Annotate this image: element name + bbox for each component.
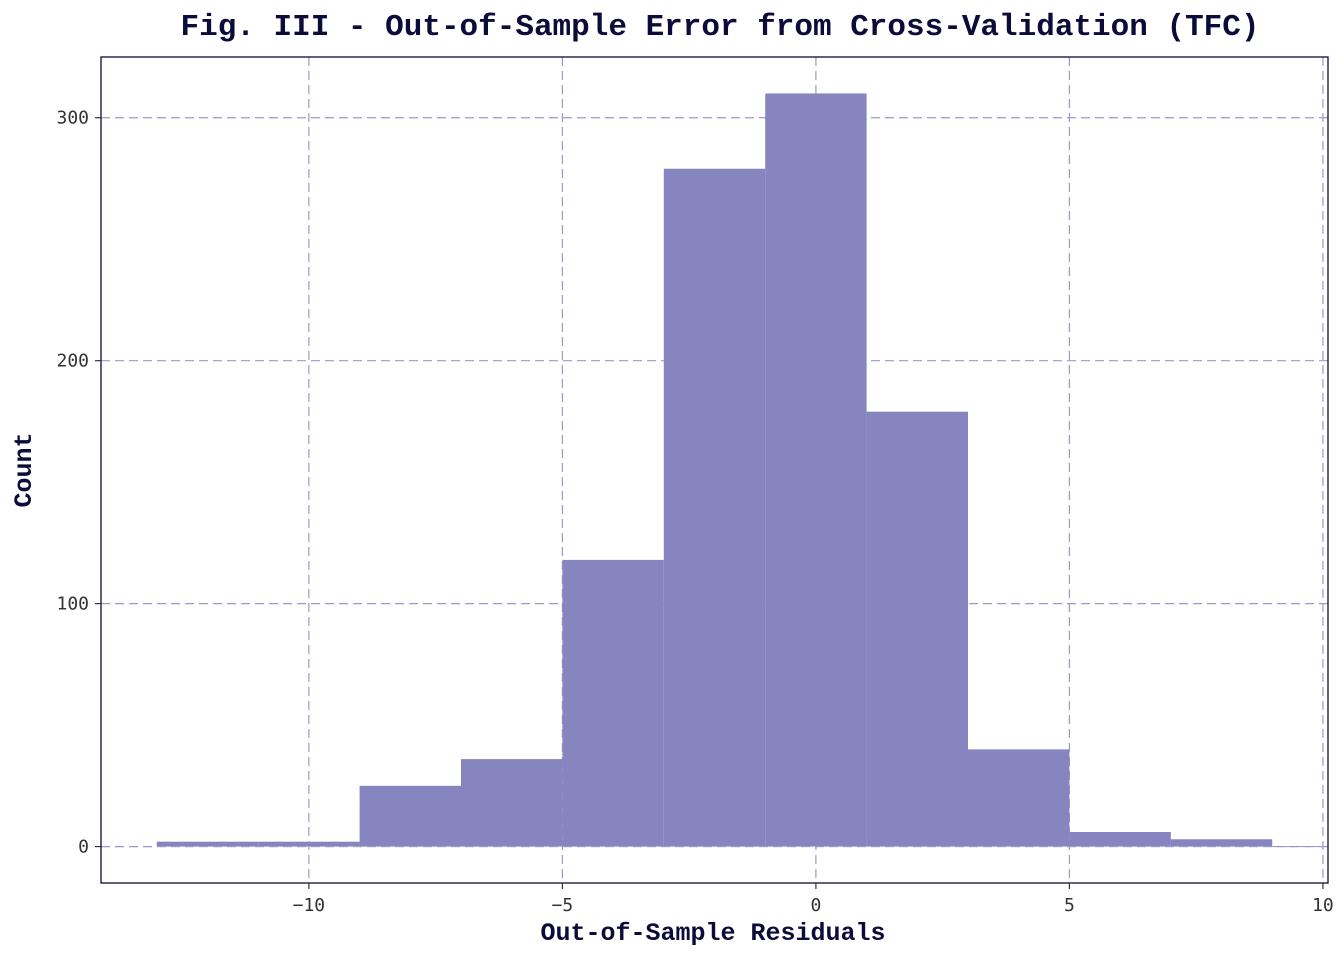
histogram-bars	[156, 93, 1273, 847]
histogram-bar	[765, 93, 867, 847]
y-axis-label: Count	[10, 432, 39, 507]
histogram-bar	[156, 841, 259, 847]
y-tick-label: 300	[56, 108, 89, 129]
x-tick-label: 10	[1312, 895, 1334, 916]
histogram-bar	[1170, 839, 1273, 847]
plot-panel-border	[100, 56, 1329, 884]
x-axis-label: Out-of-Sample Residuals	[540, 919, 885, 948]
x-tick-label: −10	[293, 895, 326, 916]
y-axis-ticks: 0 100 200 300	[56, 108, 101, 858]
histogram-bar	[866, 411, 969, 847]
histogram-bar	[1069, 831, 1171, 847]
y-tick-label: 0	[78, 837, 89, 858]
histogram-bar	[460, 759, 563, 847]
x-tick-label: −5	[552, 895, 574, 916]
y-tick-label: 100	[56, 594, 89, 615]
histogram-bar	[359, 785, 461, 847]
x-tick-label: 5	[1064, 895, 1075, 916]
histogram-bar	[562, 559, 664, 847]
histogram-bar	[663, 168, 766, 847]
histogram-bar	[968, 749, 1070, 847]
histogram-bar	[258, 841, 360, 847]
chart-title: Fig. III - Out-of-Sample Error from Cros…	[181, 10, 1260, 45]
x-tick-label: 0	[810, 895, 821, 916]
x-axis-ticks: −10 −5 0 5 10	[293, 883, 1334, 916]
y-tick-label: 200	[56, 351, 89, 372]
